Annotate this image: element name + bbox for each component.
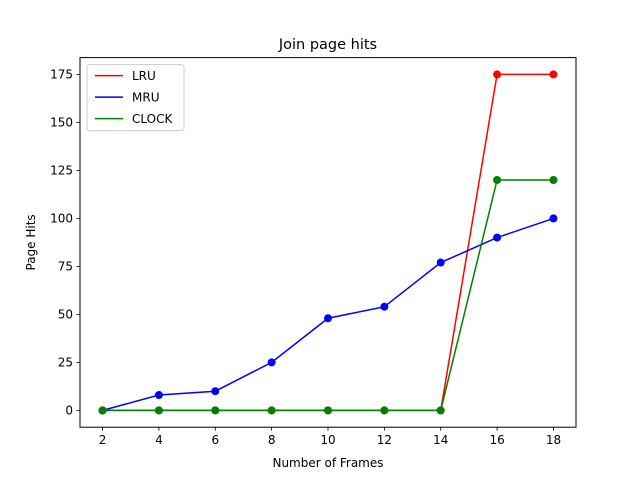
legend-label: MRU — [132, 90, 159, 104]
y-tick-label: 50 — [58, 308, 73, 322]
data-point — [380, 302, 389, 311]
x-axis: 2 4 6 8 10 12 14 16 18 — [99, 427, 561, 447]
data-point — [154, 406, 163, 415]
data-point — [436, 406, 445, 415]
data-point — [493, 233, 502, 242]
legend-box — [86, 64, 185, 132]
data-point — [154, 391, 163, 400]
x-tick-label: 2 — [99, 433, 107, 447]
x-tick-label: 14 — [433, 433, 448, 447]
series-line — [102, 179, 554, 412]
y-axis-label: Page Hits — [24, 214, 38, 270]
x-tick-label: 16 — [489, 433, 504, 447]
x-tick-label: 18 — [546, 433, 561, 447]
y-tick-label: 175 — [50, 68, 73, 82]
series-clock — [98, 176, 558, 415]
data-point — [549, 214, 558, 223]
data-point — [549, 176, 558, 184]
series-mru — [98, 214, 558, 415]
data-point — [324, 314, 332, 323]
data-point — [380, 406, 389, 415]
plot-area — [98, 70, 558, 415]
chart-title: Join page hits — [278, 37, 377, 53]
data-point — [267, 358, 276, 367]
x-tick-label: 6 — [211, 433, 219, 447]
x-tick-label: 4 — [155, 433, 163, 447]
data-point — [267, 406, 276, 415]
legend-label: LRU — [132, 69, 156, 83]
legend-label: CLOCK — [132, 112, 173, 126]
y-tick-label: 0 — [65, 404, 73, 418]
data-point — [493, 70, 502, 79]
legend: LRU MRU CLOCK — [86, 64, 185, 132]
data-point — [211, 406, 220, 415]
x-axis-label: Number of Frames — [272, 456, 383, 470]
data-point — [493, 176, 502, 184]
y-tick-label: 75 — [58, 260, 73, 274]
x-tick-label: 10 — [320, 433, 335, 447]
x-tick-label: 8 — [268, 433, 276, 447]
y-tick-label: 150 — [50, 116, 73, 130]
y-tick-label: 125 — [50, 164, 73, 178]
data-point — [211, 387, 220, 396]
y-axis: 0 25 50 75 100 125 150 175 — [50, 68, 80, 418]
x-tick-label: 12 — [377, 433, 392, 447]
data-point — [436, 258, 445, 267]
y-tick-label: 100 — [50, 212, 73, 226]
y-tick-label: 25 — [58, 356, 73, 370]
data-point — [549, 70, 558, 79]
data-point — [98, 406, 107, 415]
data-point — [324, 406, 332, 415]
